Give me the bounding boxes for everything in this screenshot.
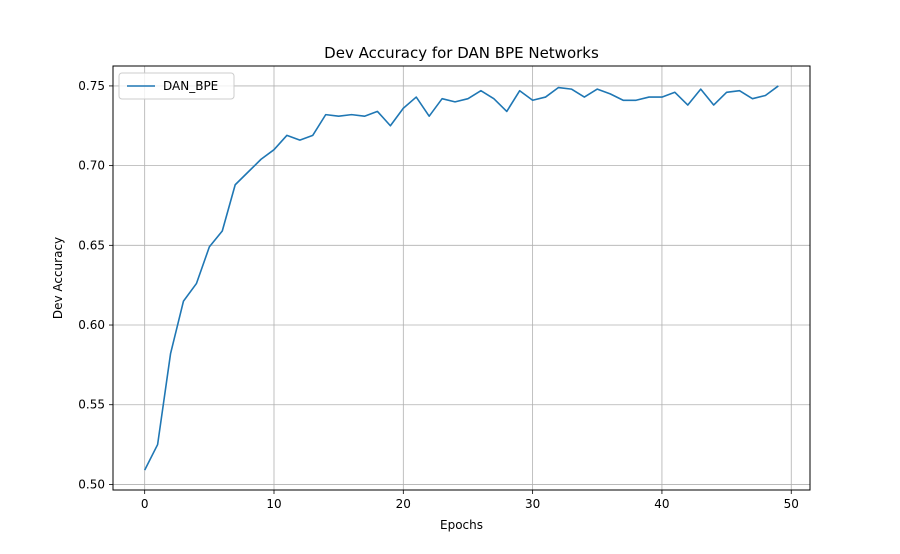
y-tick-label: 0.50 — [78, 477, 105, 491]
y-tick-label: 0.60 — [78, 318, 105, 332]
series-line-dan-bpe — [143, 85, 779, 471]
x-tick-label: 20 — [396, 497, 411, 511]
grid-layer — [113, 66, 810, 490]
x-axis-label: Epochs — [440, 518, 483, 532]
chart-title: Dev Accuracy for DAN BPE Networks — [324, 44, 599, 62]
y-tick-label: 0.75 — [78, 79, 105, 93]
x-tick-label: 10 — [266, 497, 281, 511]
series-layer — [143, 85, 779, 471]
legend-label: DAN_BPE — [163, 79, 218, 93]
y-tick-label: 0.55 — [78, 398, 105, 412]
y-axis-label: Dev Accuracy — [51, 237, 65, 319]
x-tick-label: 30 — [525, 497, 540, 511]
plot-frame — [112, 65, 811, 491]
legend-box — [118, 72, 235, 100]
x-tick-label: 40 — [654, 497, 669, 511]
x-tick-label: 0 — [141, 497, 149, 511]
x-tick-label: 50 — [784, 497, 799, 511]
legend: DAN_BPE — [118, 72, 235, 100]
y-tick-label: 0.65 — [78, 238, 105, 252]
y-tick-label: 0.70 — [78, 159, 105, 173]
ticks-layer: 0 10 20 30 40 50 0.50 0.55 0.60 0.65 0.70 0.75 — [78, 79, 799, 511]
